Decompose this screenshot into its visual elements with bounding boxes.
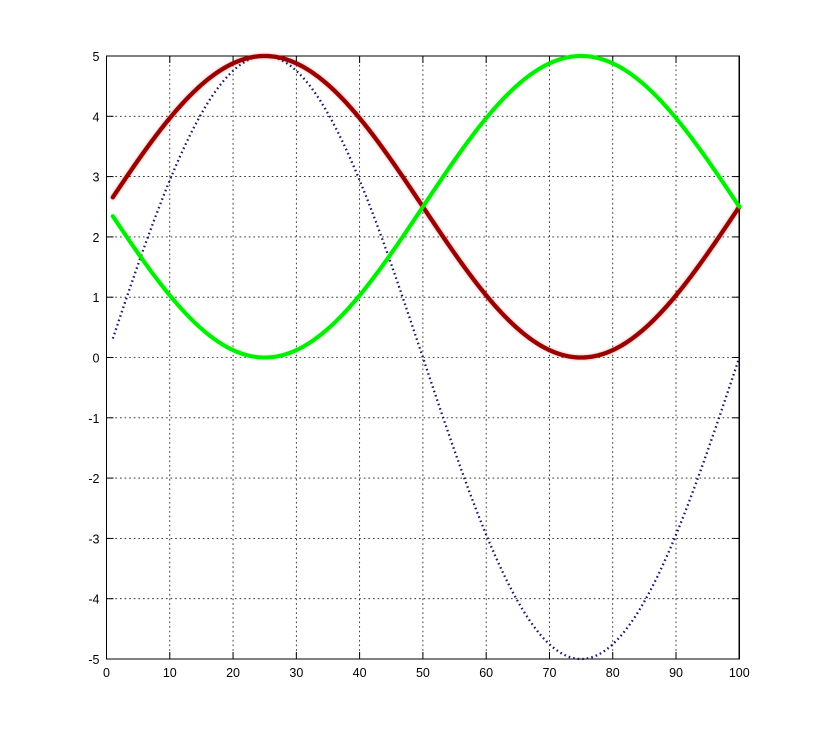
svg-text:-3: -3 xyxy=(88,532,99,546)
svg-text:80: 80 xyxy=(606,666,620,680)
svg-text:1: 1 xyxy=(93,291,100,305)
svg-text:4: 4 xyxy=(93,110,100,124)
svg-text:70: 70 xyxy=(543,666,557,680)
svg-text:0: 0 xyxy=(103,666,110,680)
svg-text:20: 20 xyxy=(226,666,240,680)
svg-text:60: 60 xyxy=(479,666,493,680)
svg-text:10: 10 xyxy=(163,666,177,680)
svg-text:0: 0 xyxy=(93,352,100,366)
svg-text:-5: -5 xyxy=(88,653,99,667)
svg-text:-2: -2 xyxy=(88,472,99,486)
svg-text:-1: -1 xyxy=(88,412,99,426)
svg-text:3: 3 xyxy=(93,171,100,185)
svg-text:100: 100 xyxy=(729,666,750,680)
svg-text:90: 90 xyxy=(669,666,683,680)
svg-text:30: 30 xyxy=(289,666,303,680)
svg-text:-4: -4 xyxy=(88,593,99,607)
svg-text:2: 2 xyxy=(93,231,100,245)
svg-text:40: 40 xyxy=(353,666,367,680)
svg-text:5: 5 xyxy=(93,50,100,64)
svg-text:50: 50 xyxy=(416,666,430,680)
